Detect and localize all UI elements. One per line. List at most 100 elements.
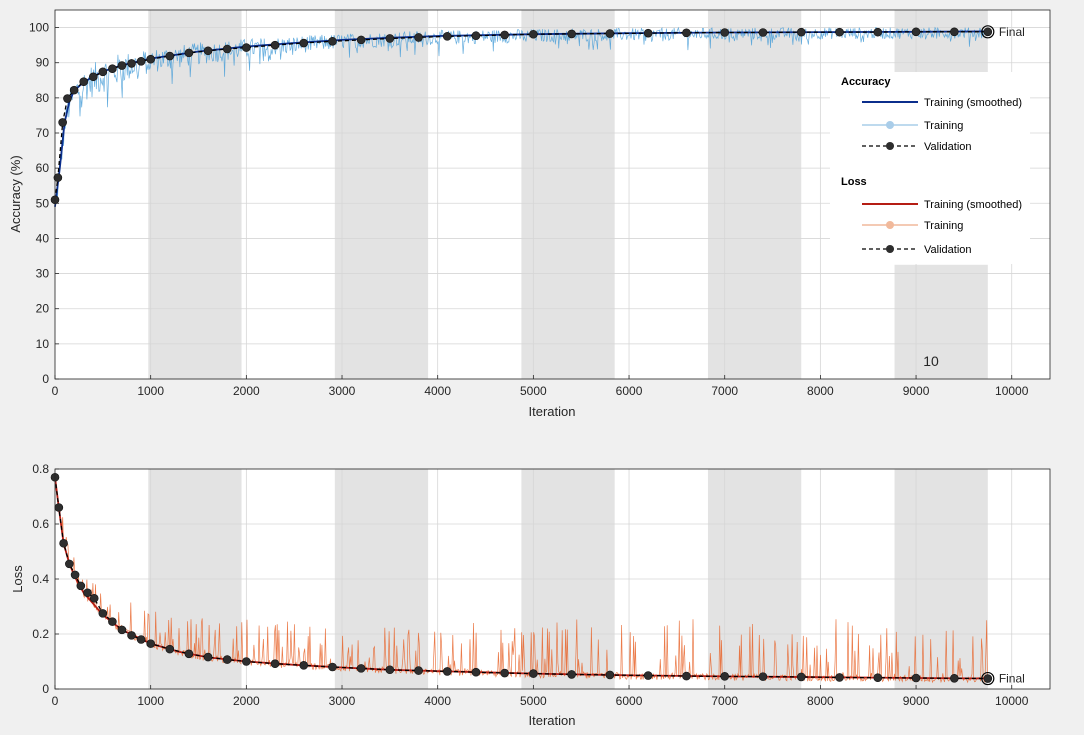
loss-y-ticks: 0 0.2 0.4 0.6 0.8 xyxy=(32,462,59,696)
y-tick-label: 0.4 xyxy=(32,572,49,586)
legend-label-acc-training: Training xyxy=(924,120,963,132)
validation-point xyxy=(117,61,127,70)
validation-point xyxy=(203,46,213,56)
final-point xyxy=(984,28,992,36)
validation-point xyxy=(65,559,74,569)
legend-marker-acc-training xyxy=(886,121,894,129)
validation-point xyxy=(796,27,806,37)
validation-point xyxy=(184,649,194,659)
x-tick-label: 6000 xyxy=(616,694,643,708)
x-tick-label: 1000 xyxy=(137,384,164,398)
legend-label-loss-smoothed: Training (smoothed) xyxy=(924,199,1022,211)
legend-title-accuracy: Accuracy xyxy=(841,76,891,88)
validation-point xyxy=(643,671,653,680)
validation-point xyxy=(643,28,653,38)
validation-point xyxy=(567,670,576,679)
validation-point xyxy=(500,30,509,40)
validation-point xyxy=(356,664,366,673)
x-tick-label: 2000 xyxy=(233,384,260,398)
validation-point xyxy=(136,57,146,66)
validation-point xyxy=(146,639,155,648)
x-tick-label: 1000 xyxy=(137,694,164,708)
y-tick-label: 0 xyxy=(42,372,49,386)
validation-point xyxy=(873,673,883,683)
x-tick-label: 4000 xyxy=(424,384,451,398)
x-tick-label: 10000 xyxy=(995,694,1029,708)
y-tick-label: 10 xyxy=(36,337,50,351)
legend-label-acc-smoothed: Training (smoothed) xyxy=(924,97,1022,109)
validation-point xyxy=(299,38,309,48)
validation-point xyxy=(76,581,86,591)
validation-point xyxy=(54,503,64,512)
validation-point xyxy=(222,655,232,664)
validation-point xyxy=(682,28,691,38)
y-tick-label: 0.8 xyxy=(32,462,49,476)
validation-point xyxy=(328,36,337,46)
validation-point xyxy=(89,593,99,603)
validation-point xyxy=(758,28,768,37)
validation-point xyxy=(758,672,768,681)
validation-point xyxy=(873,27,883,37)
validation-point xyxy=(529,669,538,678)
validation-point xyxy=(414,666,423,675)
accuracy-validation-series xyxy=(50,27,993,205)
loss-y-label: Loss xyxy=(10,565,25,593)
epoch-band xyxy=(707,10,802,379)
y-tick-label: 20 xyxy=(36,302,50,316)
loss-final-marker: Final xyxy=(981,672,1025,686)
legend-marker-loss-training xyxy=(886,221,894,229)
validation-point xyxy=(796,672,806,682)
x-tick-label: 7000 xyxy=(711,694,738,708)
x-tick-label: 0 xyxy=(52,694,59,708)
x-tick-label: 8000 xyxy=(807,384,834,398)
legend: Accuracy Training (smoothed) Training Va… xyxy=(830,72,1030,264)
x-tick-label: 3000 xyxy=(329,694,356,708)
epoch-label: 10 xyxy=(923,353,939,369)
validation-point xyxy=(270,40,280,50)
validation-point xyxy=(165,644,175,654)
epoch-band xyxy=(894,10,988,74)
validation-point xyxy=(79,77,89,86)
validation-point xyxy=(53,173,63,182)
validation-point xyxy=(835,27,844,37)
legend-marker-loss-validation xyxy=(886,245,894,253)
final-label: Final xyxy=(999,25,1025,39)
validation-point xyxy=(127,59,136,68)
validation-point xyxy=(720,672,730,681)
validation-point xyxy=(165,51,175,61)
validation-point xyxy=(58,118,67,127)
epoch-band xyxy=(521,10,615,379)
validation-point xyxy=(69,85,79,95)
validation-point xyxy=(950,27,959,37)
validation-point xyxy=(500,668,509,678)
final-label: Final xyxy=(999,672,1025,686)
validation-point xyxy=(59,538,68,548)
legend-label-loss-validation: Validation xyxy=(924,244,972,256)
validation-point xyxy=(385,34,395,43)
legend-label-acc-validation: Validation xyxy=(924,141,972,153)
accuracy-epoch-bands xyxy=(148,10,988,379)
x-tick-label: 9000 xyxy=(903,384,930,398)
y-tick-label: 80 xyxy=(36,91,50,105)
loss-axes: Final 0 1000 2000 3000 4000 5000 6000 7000 8000 9… xyxy=(10,462,1051,728)
loss-x-label: Iteration xyxy=(529,713,576,728)
accuracy-x-ticks: 0 1000 2000 3000 4000 5000 6000 7000 8000 9000 100… xyxy=(52,375,1029,398)
y-tick-label: 90 xyxy=(36,56,50,70)
accuracy-axes-box xyxy=(54,9,1051,380)
accuracy-x-label: Iteration xyxy=(529,404,576,419)
x-tick-label: 7000 xyxy=(711,384,738,398)
epoch-band xyxy=(148,10,242,379)
validation-point xyxy=(442,32,452,41)
validation-point xyxy=(270,659,280,669)
validation-point xyxy=(911,673,921,683)
x-tick-label: 6000 xyxy=(616,384,643,398)
x-tick-label: 4000 xyxy=(424,694,451,708)
x-tick-label: 5000 xyxy=(520,384,547,398)
validation-point xyxy=(108,64,117,73)
y-tick-label: 40 xyxy=(36,231,50,245)
validation-point xyxy=(98,67,108,77)
legend-background xyxy=(830,72,1030,264)
y-tick-label: 60 xyxy=(36,161,50,175)
x-tick-label: 8000 xyxy=(807,694,834,708)
validation-point xyxy=(242,43,251,52)
